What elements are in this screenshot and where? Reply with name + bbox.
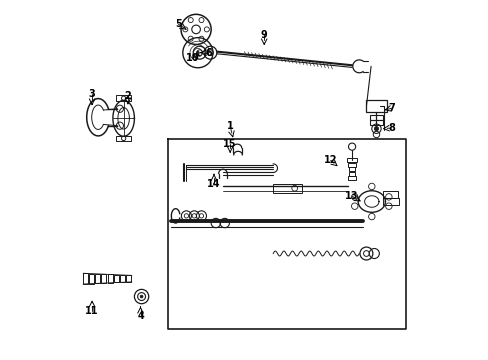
Bar [348,176,355,180]
Bar [107,274,112,283]
Text: 4: 4 [137,311,143,321]
Bar [89,274,94,284]
Text: 13: 13 [345,191,358,201]
Bar [116,135,131,141]
Text: 2: 2 [124,91,131,101]
Bar [369,115,382,120]
Bar [83,273,88,284]
Bar [369,121,382,125]
Text: 3: 3 [88,89,95,99]
Text: 10: 10 [185,53,199,63]
Bar [95,274,100,283]
Circle shape [373,127,378,131]
Text: 6: 6 [205,48,212,58]
Text: 7: 7 [387,103,394,113]
Bar [101,274,106,283]
Bar [273,184,301,193]
Bar [113,275,119,283]
Text: 8: 8 [387,123,394,133]
Text: 11: 11 [85,306,99,316]
Bar [125,275,131,282]
Text: 5: 5 [174,19,181,29]
Bar [382,192,397,198]
Text: 14: 14 [207,179,220,189]
Text: 15: 15 [223,139,236,149]
Text: 12: 12 [323,155,337,165]
Text: 9: 9 [260,30,267,40]
Bar [382,198,398,205]
Bar [346,158,356,162]
Bar [366,100,386,112]
Circle shape [140,295,142,298]
Text: 1: 1 [226,121,233,131]
Bar [120,275,124,282]
Bar [116,95,131,101]
Bar [348,172,354,176]
Bar [348,167,355,171]
Circle shape [196,51,199,54]
Bar [347,163,355,167]
